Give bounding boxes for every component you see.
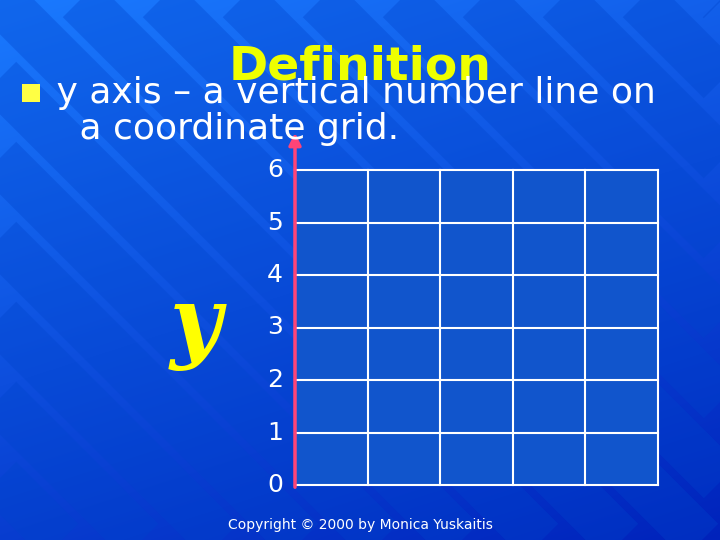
Text: 3: 3 — [267, 315, 283, 340]
Text: y axis – a vertical number line on: y axis – a vertical number line on — [45, 76, 656, 110]
Text: a coordinate grid.: a coordinate grid. — [45, 112, 399, 146]
Text: 4: 4 — [267, 263, 283, 287]
Text: 1: 1 — [267, 421, 283, 444]
Bar — [295, 170, 658, 485]
Bar — [22, 84, 40, 102]
Text: 0: 0 — [267, 473, 283, 497]
Text: 2: 2 — [267, 368, 283, 392]
Text: y: y — [169, 284, 221, 371]
Text: 6: 6 — [267, 158, 283, 182]
Text: 5: 5 — [267, 211, 283, 234]
Text: Definition: Definition — [228, 45, 492, 90]
Text: Copyright © 2000 by Monica Yuskaitis: Copyright © 2000 by Monica Yuskaitis — [228, 518, 492, 532]
